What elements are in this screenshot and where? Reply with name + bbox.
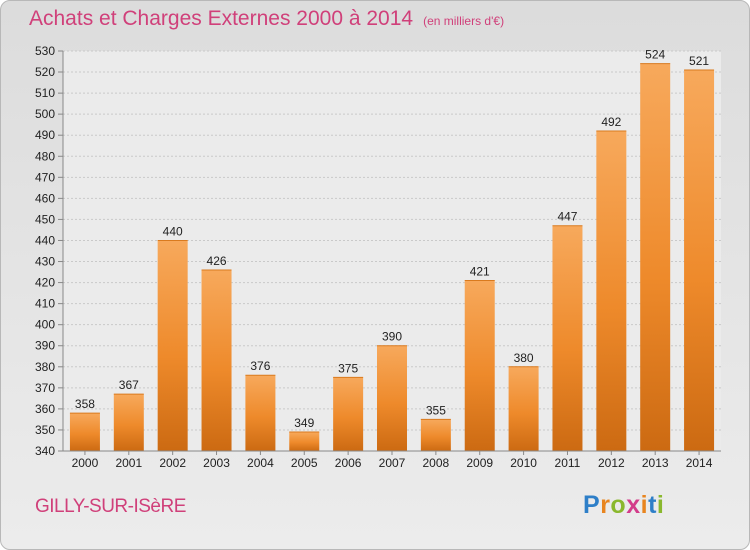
y-tick-label: 360 <box>35 402 55 416</box>
data-label: 376 <box>250 359 270 373</box>
bar <box>684 69 715 452</box>
x-tick-label: 2014 <box>686 456 713 470</box>
bar <box>333 377 364 451</box>
y-tick-label: 370 <box>35 381 55 395</box>
data-label: 426 <box>207 254 227 268</box>
data-label: 349 <box>294 416 314 430</box>
commune-name: GILLY-SUR-ISèRE <box>35 496 186 517</box>
y-tick-label: 380 <box>35 360 55 374</box>
y-tick-label: 450 <box>35 212 55 226</box>
y-tick-label: 470 <box>35 170 55 184</box>
data-label: 524 <box>645 48 665 62</box>
y-tick-label: 500 <box>35 107 55 121</box>
y-tick-label: 440 <box>35 233 55 247</box>
x-tick-label: 2003 <box>203 456 230 470</box>
x-tick-label: 2008 <box>423 456 450 470</box>
x-tick-label: 2004 <box>247 456 274 470</box>
data-label: 390 <box>382 330 402 344</box>
x-tick-label: 2007 <box>379 456 406 470</box>
y-tick-label: 350 <box>35 423 55 437</box>
data-label: 380 <box>514 351 534 365</box>
data-label: 358 <box>75 397 95 411</box>
bar <box>640 63 671 451</box>
proxiti-logo: Proxiti <box>583 491 664 520</box>
logo-letter: P <box>583 491 601 519</box>
y-tick-label: 430 <box>35 255 55 269</box>
x-tick-label: 2006 <box>335 456 362 470</box>
data-label: 367 <box>119 378 139 392</box>
bar <box>464 280 495 451</box>
data-label: 355 <box>426 403 446 417</box>
y-tick-label: 340 <box>35 444 55 458</box>
chart-title-text: Achats et Charges Externes 2000 à 2014 <box>29 7 414 30</box>
y-tick-label: 410 <box>35 297 55 311</box>
data-label: 375 <box>338 361 358 375</box>
bars <box>69 63 715 452</box>
data-label: 521 <box>689 54 709 68</box>
y-tick-label: 480 <box>35 149 55 163</box>
logo-letter: i <box>656 491 665 519</box>
data-label: 421 <box>470 264 490 278</box>
logo-letter: i <box>640 491 649 519</box>
chart-unit: (en milliers d'€) <box>423 14 505 28</box>
y-axis-ticks: 340 350 360 370 380 390 400 410 420 430 440 450 460 4… <box>35 44 721 458</box>
y-tick-label: 400 <box>35 318 55 332</box>
x-tick-label: 2000 <box>72 456 99 470</box>
bar <box>157 240 188 451</box>
logo-letter: r <box>600 491 611 519</box>
x-tick-label: 2010 <box>510 456 537 470</box>
logo-letter: x <box>626 491 641 519</box>
x-axis-ticks: 2000 2001 2002 2003 2004 2005 2006 2007 2008 2009… <box>72 451 713 470</box>
y-tick-label: 390 <box>35 339 55 353</box>
bar <box>69 413 100 451</box>
x-tick-label: 2001 <box>115 456 142 470</box>
x-tick-label: 2012 <box>598 456 625 470</box>
y-tick-label: 520 <box>35 65 55 79</box>
y-tick-label: 420 <box>35 276 55 290</box>
y-tick-label: 530 <box>35 44 55 58</box>
y-tick-label: 490 <box>35 128 55 142</box>
logo-letter: o <box>610 491 627 519</box>
bar <box>245 375 276 451</box>
bar <box>113 394 144 451</box>
data-labels: 358 367 440 426 376 349 375 390 355 421 380 447 492 5… <box>75 48 709 430</box>
bar <box>377 345 407 451</box>
y-tick-label: 510 <box>35 86 55 100</box>
bar <box>508 366 539 451</box>
bar <box>552 225 583 451</box>
data-label: 447 <box>557 210 577 224</box>
x-tick-label: 2013 <box>642 456 669 470</box>
data-label: 440 <box>163 224 183 238</box>
x-tick-label: 2011 <box>555 456 581 470</box>
chart-title: Achats et Charges Externes 2000 à 2014 (e… <box>29 7 504 31</box>
data-label: 492 <box>601 115 621 129</box>
bar <box>289 432 320 451</box>
bar <box>420 419 451 451</box>
bar <box>596 131 627 451</box>
x-tick-label: 2002 <box>159 456 186 470</box>
x-tick-label: 2005 <box>291 456 318 470</box>
y-tick-label: 460 <box>35 191 55 205</box>
bar <box>201 269 232 451</box>
x-tick-label: 2009 <box>466 456 493 470</box>
logo-letter: t <box>648 491 657 519</box>
